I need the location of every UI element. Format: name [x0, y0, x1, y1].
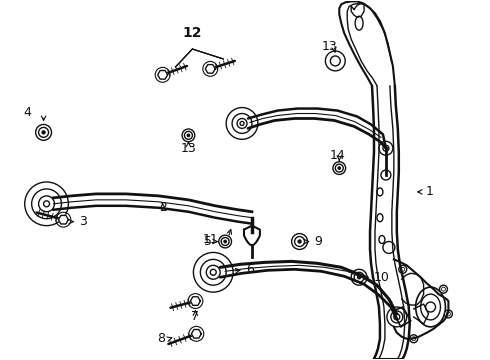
Text: 13: 13: [321, 40, 337, 53]
Text: 10: 10: [374, 271, 390, 284]
Polygon shape: [191, 297, 200, 305]
Ellipse shape: [377, 188, 383, 196]
Circle shape: [440, 285, 447, 293]
Text: 2: 2: [159, 201, 167, 214]
Text: 4: 4: [24, 106, 32, 119]
Circle shape: [381, 170, 391, 180]
Circle shape: [383, 242, 395, 253]
Text: 9: 9: [315, 235, 322, 248]
Ellipse shape: [377, 214, 383, 222]
Circle shape: [358, 276, 361, 279]
Ellipse shape: [416, 287, 445, 327]
Ellipse shape: [379, 235, 385, 243]
Circle shape: [410, 335, 417, 343]
Polygon shape: [58, 215, 69, 224]
Text: 13: 13: [180, 142, 196, 155]
Circle shape: [399, 265, 407, 273]
Circle shape: [224, 240, 226, 243]
Text: 14: 14: [329, 149, 345, 162]
Polygon shape: [205, 64, 215, 73]
Circle shape: [379, 141, 393, 155]
Polygon shape: [192, 329, 201, 338]
Text: 5: 5: [204, 235, 212, 248]
Circle shape: [187, 134, 190, 136]
Circle shape: [298, 240, 301, 243]
Polygon shape: [393, 307, 411, 327]
Circle shape: [325, 51, 345, 71]
Circle shape: [42, 131, 45, 134]
Text: 6: 6: [246, 263, 254, 276]
Text: 7: 7: [192, 310, 199, 323]
Circle shape: [338, 167, 341, 169]
Circle shape: [444, 310, 452, 318]
Text: 8: 8: [158, 332, 166, 345]
Polygon shape: [158, 71, 168, 79]
Text: 3: 3: [79, 215, 87, 228]
Text: 12: 12: [183, 26, 202, 40]
Text: 11: 11: [202, 233, 218, 246]
Text: 1: 1: [426, 185, 434, 198]
